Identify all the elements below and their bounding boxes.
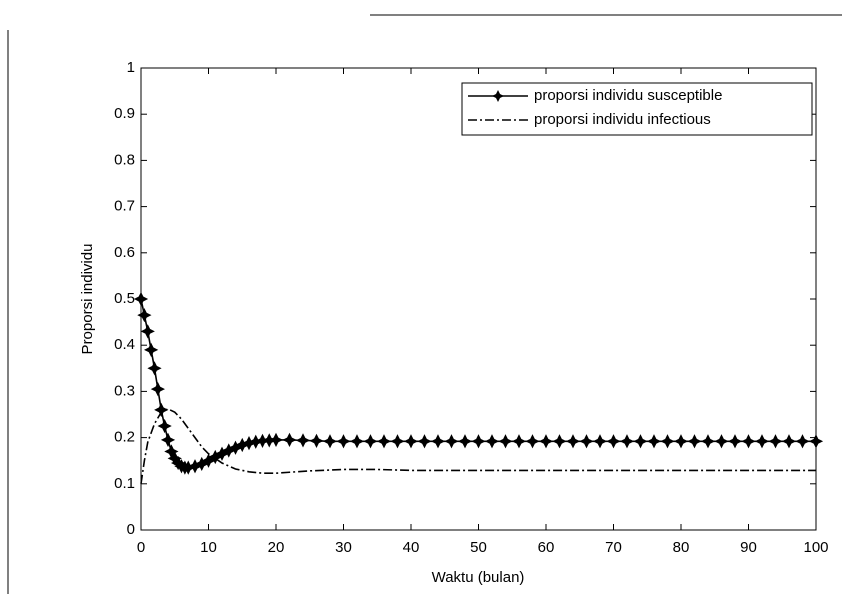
data-point (741, 434, 756, 449)
data-point (795, 434, 810, 449)
data-point (133, 291, 149, 307)
y-tick-label: 0.5 (114, 290, 135, 307)
data-point (157, 418, 172, 434)
data-point (140, 324, 155, 339)
data-point (781, 434, 797, 449)
data-point (592, 434, 608, 449)
x-tick-label: 80 (673, 539, 690, 556)
x-tick-label: 50 (470, 539, 487, 556)
legend-marker (492, 90, 504, 102)
data-point (484, 434, 500, 449)
y-axis-label: Proporsi individu (79, 244, 96, 355)
y-tick-label: 0.7 (114, 198, 135, 215)
x-tick-label: 20 (268, 539, 285, 556)
data-point (646, 434, 662, 449)
legend-label: proporsi individu susceptible (534, 87, 722, 104)
data-point (295, 433, 311, 448)
data-point (194, 456, 209, 472)
data-point (390, 434, 405, 449)
x-tick-label: 10 (200, 539, 217, 556)
y-tick-label: 0.3 (114, 382, 135, 399)
data-point (525, 434, 540, 449)
data-point (538, 434, 554, 449)
y-tick-label: 1 (127, 59, 135, 76)
data-point (349, 434, 365, 449)
data-point (714, 434, 729, 449)
data-point (727, 434, 743, 449)
data-point (457, 434, 473, 449)
data-point (160, 432, 176, 448)
y-tick-label: 0.8 (114, 151, 135, 168)
data-point (144, 342, 159, 357)
x-tick-label: 70 (605, 539, 622, 556)
data-point (606, 434, 621, 449)
y-tick-label: 0.9 (114, 105, 135, 122)
y-tick-label: 0.1 (114, 475, 135, 492)
data-point (673, 434, 689, 449)
legend-box (461, 82, 813, 136)
data-point (619, 434, 635, 449)
legend-label: proporsi individu infectious (534, 111, 711, 128)
series-line (140, 408, 816, 484)
data-point (498, 434, 513, 449)
data-point (201, 453, 216, 468)
x-tick-label: 30 (335, 539, 352, 556)
x-tick-label: 100 (803, 539, 828, 556)
x-tick-label: 60 (538, 539, 555, 556)
data-point (552, 434, 567, 449)
data-point (268, 432, 284, 448)
data-point (687, 434, 702, 449)
data-point (565, 434, 581, 449)
data-point (430, 434, 446, 449)
data-point (511, 434, 527, 449)
data-point (444, 434, 459, 449)
data-point (147, 361, 162, 376)
data-point (154, 402, 169, 417)
x-tick-label: 40 (403, 539, 420, 556)
data-point (754, 434, 770, 449)
data-point (363, 434, 378, 449)
y-tick-label: 0 (127, 521, 135, 538)
x-tick-label: 0 (137, 539, 145, 556)
data-point (309, 433, 324, 448)
data-point (150, 381, 165, 397)
data-point (322, 434, 338, 449)
data-point (214, 446, 230, 461)
data-point (403, 434, 419, 449)
data-point (579, 434, 594, 449)
data-point (768, 434, 783, 449)
data-point (376, 434, 392, 449)
data-point (417, 434, 432, 449)
data-point (336, 434, 351, 449)
y-tick-label: 0.4 (114, 336, 135, 353)
data-point (660, 434, 675, 449)
data-point (137, 308, 152, 323)
y-tick-label: 0.6 (114, 244, 135, 261)
data-point (282, 432, 297, 448)
data-point (208, 449, 223, 465)
data-point (808, 434, 824, 449)
x-axis-label: Waktu (bulan) (432, 569, 525, 586)
y-tick-label: 0.2 (114, 429, 135, 446)
plot-area (140, 67, 817, 531)
x-tick-label: 90 (740, 539, 757, 556)
data-point (700, 434, 716, 449)
data-point (471, 434, 486, 449)
data-point (633, 434, 648, 449)
